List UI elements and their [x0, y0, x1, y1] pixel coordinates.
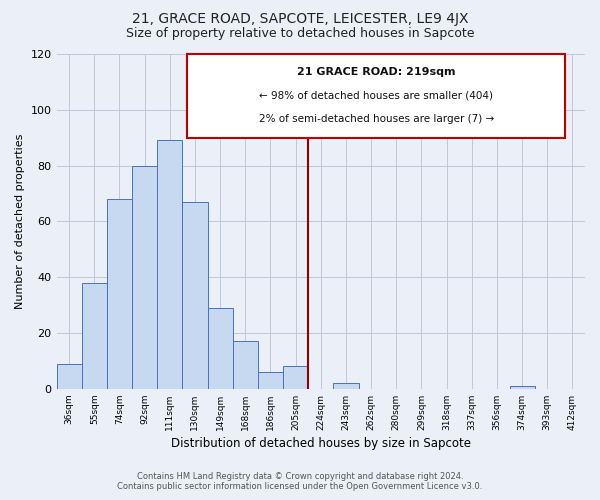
Bar — [208, 308, 233, 389]
Bar — [157, 140, 182, 389]
Bar — [132, 166, 157, 389]
Text: 21 GRACE ROAD: 219sqm: 21 GRACE ROAD: 219sqm — [297, 68, 455, 78]
FancyBboxPatch shape — [187, 54, 565, 138]
Bar — [182, 202, 208, 389]
Text: 2% of semi-detached houses are larger (7) →: 2% of semi-detached houses are larger (7… — [259, 114, 494, 124]
Text: ← 98% of detached houses are smaller (404): ← 98% of detached houses are smaller (40… — [259, 91, 493, 101]
Bar — [509, 386, 535, 389]
Bar — [82, 283, 107, 389]
Bar — [334, 383, 359, 389]
Bar — [258, 372, 283, 389]
Bar — [233, 342, 258, 389]
Bar — [283, 366, 308, 389]
Bar — [107, 199, 132, 389]
Text: Size of property relative to detached houses in Sapcote: Size of property relative to detached ho… — [126, 28, 474, 40]
Text: Contains public sector information licensed under the Open Government Licence v3: Contains public sector information licen… — [118, 482, 482, 491]
Text: Contains HM Land Registry data © Crown copyright and database right 2024.: Contains HM Land Registry data © Crown c… — [137, 472, 463, 481]
Y-axis label: Number of detached properties: Number of detached properties — [15, 134, 25, 309]
Text: 21, GRACE ROAD, SAPCOTE, LEICESTER, LE9 4JX: 21, GRACE ROAD, SAPCOTE, LEICESTER, LE9 … — [132, 12, 468, 26]
Bar — [56, 364, 82, 389]
X-axis label: Distribution of detached houses by size in Sapcote: Distribution of detached houses by size … — [171, 437, 471, 450]
